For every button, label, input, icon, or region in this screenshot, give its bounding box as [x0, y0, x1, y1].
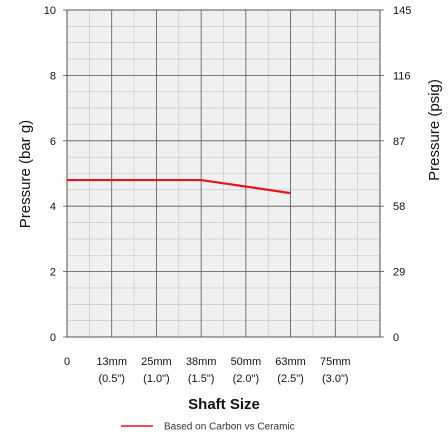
- x-tick-label: 0: [64, 356, 70, 368]
- y-tick-label-left: 8: [50, 70, 56, 82]
- y-axis-title-left: Pressure (bar g): [17, 120, 34, 228]
- series-layer: [67, 178, 291, 195]
- y-tick-label-right: 58: [393, 201, 405, 213]
- y-tick-label-left: 10: [44, 5, 56, 17]
- y-tick-label-right: 0: [393, 332, 399, 344]
- x-tick-label: 63mm: [275, 356, 306, 368]
- x-tick-sublabel: (2.0"): [233, 373, 260, 385]
- y-axis-title-right: Pressure (psig): [426, 79, 443, 181]
- x-tick-sublabel: (2.5"): [277, 373, 304, 385]
- x-tick-sublabel: (1.0"): [143, 373, 170, 385]
- y-tick-label-right: 87: [393, 136, 405, 148]
- y-tick-label-right: 116: [393, 70, 411, 82]
- x-ticks: 0 13mm (0.5") 25mm (1.0") 38mm (1.5") 50mm (2.0"…: [64, 356, 351, 385]
- y-right-ticks: 0 29 58 87 116 145: [380, 5, 411, 344]
- legend: Based on Carbon vs Ceramic: [121, 422, 295, 433]
- y-tick-label-left: 6: [50, 136, 56, 148]
- x-tick-label: 75mm: [320, 356, 351, 368]
- x-axis-title: Shaft Size: [188, 396, 260, 413]
- y-tick-label-left: 2: [50, 267, 56, 279]
- minor-grid: [67, 10, 380, 337]
- x-tick-label: 13mm: [96, 356, 127, 368]
- y-tick-label-left: 0: [50, 332, 56, 344]
- x-tick-label: 38mm: [186, 356, 217, 368]
- y-tick-label-right: 145: [393, 5, 411, 17]
- x-tick-sublabel: (3.0"): [322, 373, 349, 385]
- plot-border: [66, 9, 381, 338]
- y-left-ticks: 0 2 4 6 8 10: [44, 5, 67, 344]
- series-line: [67, 178, 291, 195]
- y-tick-label-left: 4: [50, 201, 56, 213]
- legend-label: Based on Carbon vs Ceramic: [164, 422, 295, 433]
- x-tick-sublabel: (1.5"): [188, 373, 215, 385]
- x-tick-sublabel: (0.5"): [98, 373, 125, 385]
- y-tick-label-right: 29: [393, 267, 405, 279]
- x-tick-label: 50mm: [231, 356, 262, 368]
- x-tick-label: 25mm: [141, 356, 172, 368]
